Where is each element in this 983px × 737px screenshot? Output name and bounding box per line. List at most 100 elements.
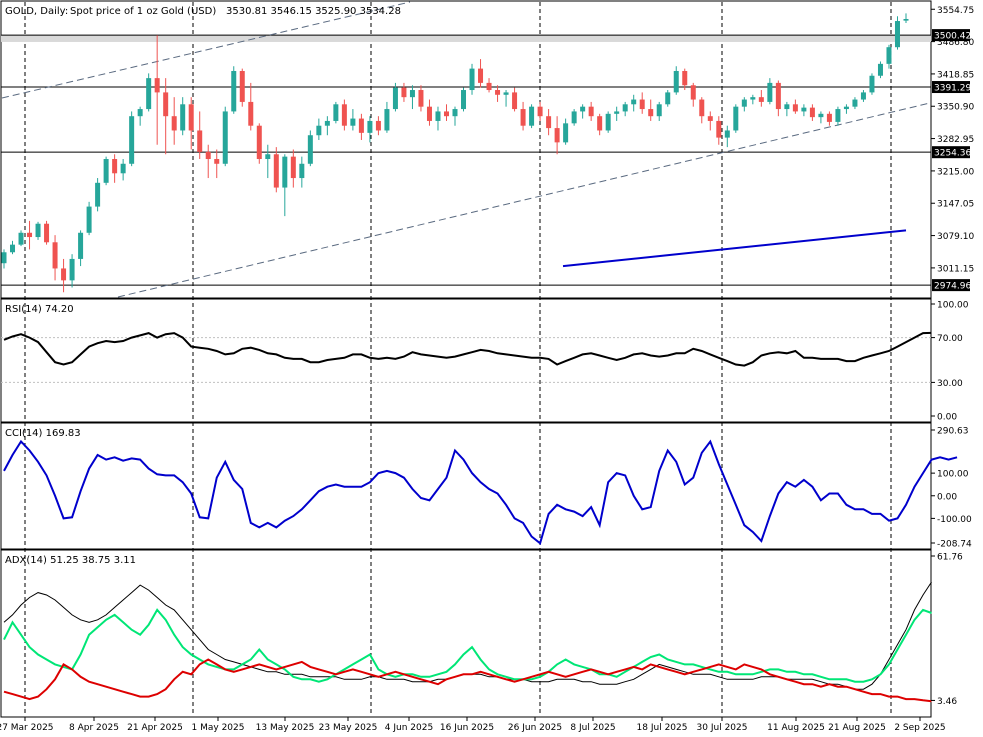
candle	[554, 116, 560, 155]
candle	[546, 109, 552, 136]
candle-body	[529, 106, 535, 126]
candle	[86, 201, 92, 236]
level-price-tag	[932, 146, 970, 159]
plus-di-line	[3, 608, 932, 683]
date-label: 16 Jun 2025	[440, 723, 494, 733]
price-tick-label: 3215.00	[937, 167, 974, 177]
candle	[614, 106, 620, 121]
candle-body	[818, 113, 824, 118]
candle	[205, 144, 211, 179]
candle	[622, 101, 628, 117]
candle	[818, 111, 824, 124]
axis-tick-label: -208.74	[937, 540, 972, 550]
candle	[512, 87, 518, 112]
period-separators	[24, 2, 892, 716]
candle	[469, 63, 475, 95]
candle	[27, 220, 33, 250]
candle-body	[716, 120, 722, 138]
candle	[418, 85, 424, 112]
candle-body	[248, 101, 254, 126]
candle	[461, 87, 467, 112]
candle	[222, 106, 228, 167]
candle-body	[154, 78, 160, 93]
cci-line	[3, 439, 958, 546]
candle-body	[401, 87, 407, 98]
level-price-label: 2974.96	[934, 282, 971, 292]
candle	[44, 220, 50, 245]
candle-body	[486, 82, 492, 91]
candle-body	[358, 118, 364, 133]
candle-body	[180, 104, 186, 131]
candle	[435, 106, 441, 131]
candle-body	[741, 99, 747, 107]
date-axis: 27 Mar 2025 8 Apr 2025 21 Apr 2025 1 May 20…	[0, 717, 946, 733]
axis-tick-label: 0.00	[937, 492, 957, 502]
candle-body	[580, 106, 586, 112]
date-label: 8 Apr 2025	[69, 723, 119, 733]
candle-body	[554, 128, 560, 143]
candle-body	[750, 97, 756, 100]
candle-body	[426, 106, 432, 121]
candle	[358, 113, 364, 140]
candle	[631, 94, 637, 112]
candle-body	[273, 154, 279, 188]
date-label: 13 May 2025	[256, 723, 315, 733]
axis-tick-label: 61.76	[937, 553, 963, 563]
candle	[724, 125, 730, 148]
candle	[290, 149, 296, 188]
candle-body	[10, 244, 16, 253]
adx-axis: 61.76 3.46	[931, 553, 963, 707]
candle-body	[784, 104, 790, 110]
candle	[95, 178, 101, 212]
rsi-panel-frame	[0, 298, 932, 423]
date-label: 2 Sep 2025	[894, 723, 945, 733]
adx-title: ADX(14) 51.25 38.75 3.11	[5, 555, 136, 566]
candle-body	[222, 111, 228, 164]
candle	[580, 104, 586, 119]
candle-body	[852, 99, 858, 107]
candle-body	[478, 68, 484, 83]
candle	[197, 111, 203, 160]
candle	[750, 94, 756, 105]
level-price-tag	[932, 29, 970, 42]
candle	[180, 97, 186, 136]
candle	[571, 109, 577, 126]
candle-body	[588, 106, 594, 117]
candle	[69, 254, 75, 288]
candle-body	[239, 70, 245, 102]
candle	[78, 230, 84, 267]
candle-body	[231, 70, 237, 112]
candle	[137, 106, 143, 126]
candle	[129, 111, 135, 167]
candle-body	[886, 47, 892, 64]
rsi-title: RSI(14) 74.20	[5, 304, 74, 315]
candle-body	[86, 206, 92, 233]
price-tick-label: 3147.05	[937, 200, 974, 210]
candle	[563, 118, 569, 145]
candle-body	[469, 68, 475, 91]
ohlc-label: 3530.81 3546.15 3525.90 3534.28	[226, 6, 401, 17]
candle-body	[52, 242, 58, 269]
candle-body	[733, 106, 739, 131]
candle	[903, 13, 909, 23]
candle-body	[707, 116, 713, 121]
candle-body	[282, 156, 288, 188]
candle	[529, 104, 535, 129]
candle-body	[877, 63, 883, 76]
candle	[61, 258, 67, 293]
candle	[860, 90, 866, 102]
candle	[307, 130, 313, 167]
price-tick-label: 3418.85	[937, 70, 974, 80]
candle	[690, 82, 696, 107]
candle-body	[495, 90, 501, 95]
channel-upper-line	[1, 1, 411, 99]
candle-body	[512, 92, 518, 110]
candle-body	[631, 99, 637, 105]
candle-body	[792, 104, 798, 112]
candle	[784, 101, 790, 117]
date-label: 21 Aug 2025	[828, 723, 886, 733]
candle-body	[605, 113, 611, 131]
candle	[537, 101, 543, 121]
candle-body	[826, 113, 832, 122]
